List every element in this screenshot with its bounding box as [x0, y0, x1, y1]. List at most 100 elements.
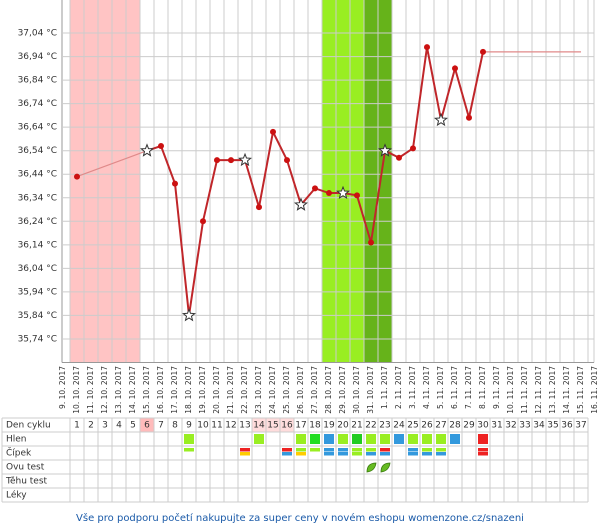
x-tick-label: 10. 10. 2017	[72, 366, 81, 414]
hlen-cell	[296, 434, 306, 444]
point	[256, 204, 262, 211]
cipek-stripe	[408, 448, 418, 452]
y-tick-label: 36,54 °C	[18, 146, 57, 156]
x-tick-label: 28. 10. 2017	[324, 366, 333, 414]
day-highlight	[280, 418, 294, 432]
x-tick-label: 10. 11. 2017	[506, 366, 515, 414]
day-number: 1	[74, 421, 80, 431]
point	[452, 65, 458, 72]
x-tick-label: 16. 10. 2017	[156, 366, 165, 414]
x-tick-label: 11. 10. 2017	[86, 366, 95, 414]
day-number: 33	[519, 421, 530, 431]
day-number: 23	[379, 421, 390, 431]
point	[368, 239, 374, 246]
point	[284, 157, 290, 164]
row-label: Ovu test	[6, 463, 45, 473]
point	[200, 218, 206, 225]
row-label: Hlen	[6, 435, 27, 445]
star-point	[378, 143, 392, 157]
day-number: 6	[144, 421, 150, 431]
day-highlight	[140, 418, 154, 432]
point	[424, 44, 430, 51]
cipek-stripe	[366, 452, 376, 456]
point	[312, 185, 318, 192]
cipek-stripe	[184, 448, 194, 452]
row-label: Těhu test	[5, 477, 48, 487]
x-tick-label: 7. 11. 2017	[464, 366, 473, 409]
y-tick-label: 36,64 °C	[18, 123, 57, 133]
hlen-cell	[184, 434, 194, 444]
day-number: 5	[130, 421, 136, 431]
x-tick-label: 3. 11. 2017	[408, 366, 417, 409]
cipek-stripe	[282, 448, 292, 452]
star-point	[238, 152, 252, 167]
star-point	[294, 197, 308, 211]
y-tick-label: 36,84 °C	[18, 76, 57, 86]
x-tick-label: 19. 10. 2017	[198, 366, 207, 414]
x-tick-label: 9. 11. 2017	[492, 366, 501, 409]
point	[396, 154, 402, 161]
day-number: 34	[533, 421, 545, 431]
day-number: 14	[253, 421, 265, 431]
row-label: Den cyklu	[6, 421, 51, 431]
footer-link[interactable]: Vše pro podporu početí nakupujte za supe…	[76, 512, 524, 524]
cipek-stripe	[240, 452, 250, 456]
cipek-stripe	[352, 448, 362, 452]
cipek-stripe	[408, 452, 418, 456]
y-tick-label: 36,24 °C	[18, 217, 57, 227]
x-tick-label: 1. 11. 2017	[380, 366, 389, 409]
hlen-cell	[380, 434, 390, 444]
x-tick-label: 17. 10. 2017	[170, 366, 179, 414]
cipek-stripe	[352, 452, 362, 456]
day-number: 11	[211, 421, 222, 431]
y-tick-label: 35,94 °C	[18, 287, 57, 297]
phase-band	[322, 0, 364, 363]
cipek-stripe	[296, 448, 306, 452]
cipek-stripe	[324, 448, 334, 452]
hlen-cell	[450, 434, 460, 444]
cipek-stripe	[240, 448, 250, 452]
cipek-stripe	[436, 452, 446, 456]
point	[480, 48, 486, 55]
y-tick-label: 36,04 °C	[18, 264, 57, 274]
day-number: 2	[88, 421, 94, 431]
ovu-icon	[366, 462, 377, 473]
day-number: 8	[172, 421, 178, 431]
day-number: 16	[281, 421, 293, 431]
x-tick-label: 13. 10. 2017	[114, 366, 123, 414]
day-number: 35	[547, 421, 558, 431]
day-number: 21	[351, 421, 362, 431]
day-number: 18	[309, 421, 321, 431]
day-number: 27	[435, 421, 446, 431]
point	[466, 114, 472, 121]
day-number: 24	[393, 421, 405, 431]
day-number: 7	[158, 421, 164, 431]
hlen-cell	[436, 434, 446, 444]
y-tick-label: 36,14 °C	[18, 240, 57, 250]
day-number: 10	[197, 421, 209, 431]
x-tick-label: 12. 11. 2017	[534, 366, 543, 414]
x-tick-label: 14. 10. 2017	[128, 366, 137, 414]
point	[270, 128, 276, 135]
cipek-stripe	[282, 452, 292, 456]
x-tick-label: 12. 10. 2017	[100, 366, 109, 414]
x-tick-label: 11. 11. 2017	[520, 366, 529, 414]
y-tick-label: 36,74 °C	[18, 99, 57, 109]
ovu-icon	[380, 462, 391, 473]
star-point	[140, 143, 154, 157]
x-tick-label: 4. 11. 2017	[422, 366, 431, 409]
hlen-cell	[352, 434, 362, 444]
y-tick-label: 37,04 °C	[18, 29, 57, 39]
point	[74, 173, 80, 180]
x-tick-label: 24. 10. 2017	[268, 366, 277, 414]
y-tick-label: 36,34 °C	[18, 193, 57, 203]
hlen-cell	[254, 434, 264, 444]
hlen-cell	[394, 434, 404, 444]
day-number: 36	[561, 421, 573, 431]
star-point	[182, 308, 196, 322]
hlen-cell	[324, 434, 334, 444]
x-tick-label: 14. 11. 2017	[562, 366, 571, 414]
x-tick-label: 23. 10. 2017	[254, 366, 263, 414]
x-tick-label: 9. 10. 2017	[58, 366, 67, 409]
